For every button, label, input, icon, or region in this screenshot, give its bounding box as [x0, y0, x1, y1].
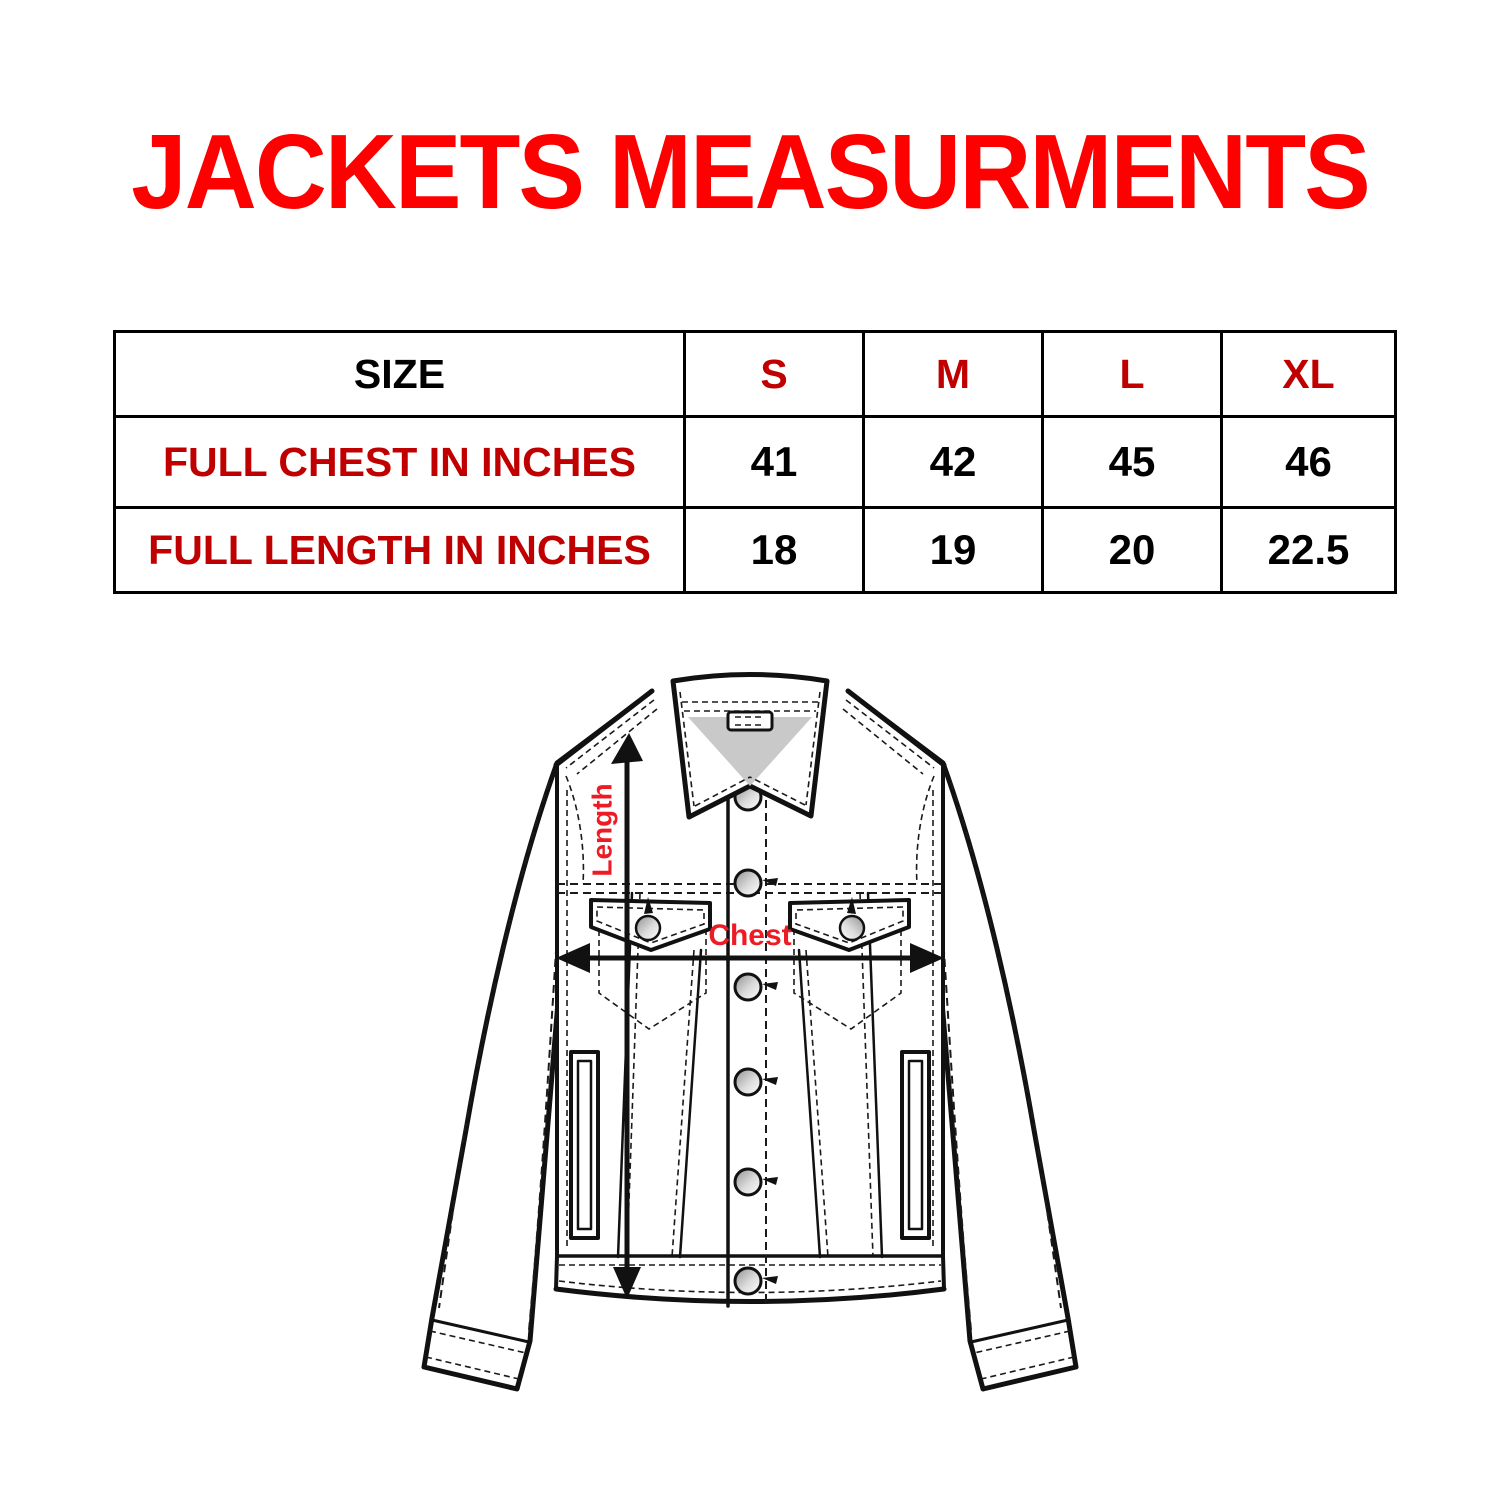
table-row-length: FULL LENGTH IN INCHES 18 19 20 22.5 [113, 506, 1397, 594]
collar [670, 672, 830, 820]
button [733, 868, 778, 898]
length-m: 19 [862, 506, 1044, 594]
chest-arrow [556, 943, 944, 973]
size-chart: SIZE S M L XL FULL CHEST IN INCHES 41 42… [113, 330, 1397, 594]
header-s: S [683, 330, 865, 418]
buttons [733, 782, 778, 1296]
chest-xl: 46 [1220, 415, 1397, 509]
table-header-row: SIZE S M L XL [113, 330, 1397, 418]
arrowhead-left [556, 943, 590, 973]
front-panel-left [565, 699, 712, 1259]
length-l: 20 [1041, 506, 1223, 594]
jacket-diagram: Length Chest [421, 672, 1080, 1392]
arrowhead-up [611, 733, 643, 764]
chest-label: Chest [708, 919, 791, 952]
button [733, 1067, 778, 1097]
chest-m: 42 [862, 415, 1044, 509]
header-xl: XL [1220, 330, 1397, 418]
button [733, 972, 778, 1002]
row-label-chest: FULL CHEST IN INCHES [113, 415, 686, 509]
arrowhead-down [613, 1267, 641, 1299]
row-label-length: FULL LENGTH IN INCHES [113, 506, 686, 594]
waistband [553, 1254, 947, 1304]
pocket-button-stem [644, 897, 653, 914]
button-placket [726, 782, 778, 1308]
header-l: L [1041, 330, 1223, 418]
length-label: Length [587, 783, 618, 876]
side-pocket [569, 1050, 600, 1240]
header-m: M [862, 330, 1044, 418]
header-size: SIZE [113, 330, 686, 418]
button [733, 1167, 778, 1197]
button [733, 1266, 778, 1296]
table-row-chest: FULL CHEST IN INCHES 41 42 45 46 [113, 415, 1397, 509]
collar-back-panel [688, 717, 812, 786]
sleeve-left [421, 690, 653, 1392]
page-title: JACKETS MEASURMENTS [131, 113, 1370, 231]
pocket-button [634, 914, 662, 942]
size-chart-table: SIZE S M L XL FULL CHEST IN INCHES 41 42… [113, 330, 1397, 594]
chest-s: 41 [683, 415, 865, 509]
length-xl: 22.5 [1220, 506, 1397, 594]
arrowhead-right [910, 943, 944, 973]
hanger-loop [726, 710, 774, 732]
chest-l: 45 [1041, 415, 1223, 509]
length-s: 18 [683, 506, 865, 594]
length-arrow [611, 733, 643, 1299]
